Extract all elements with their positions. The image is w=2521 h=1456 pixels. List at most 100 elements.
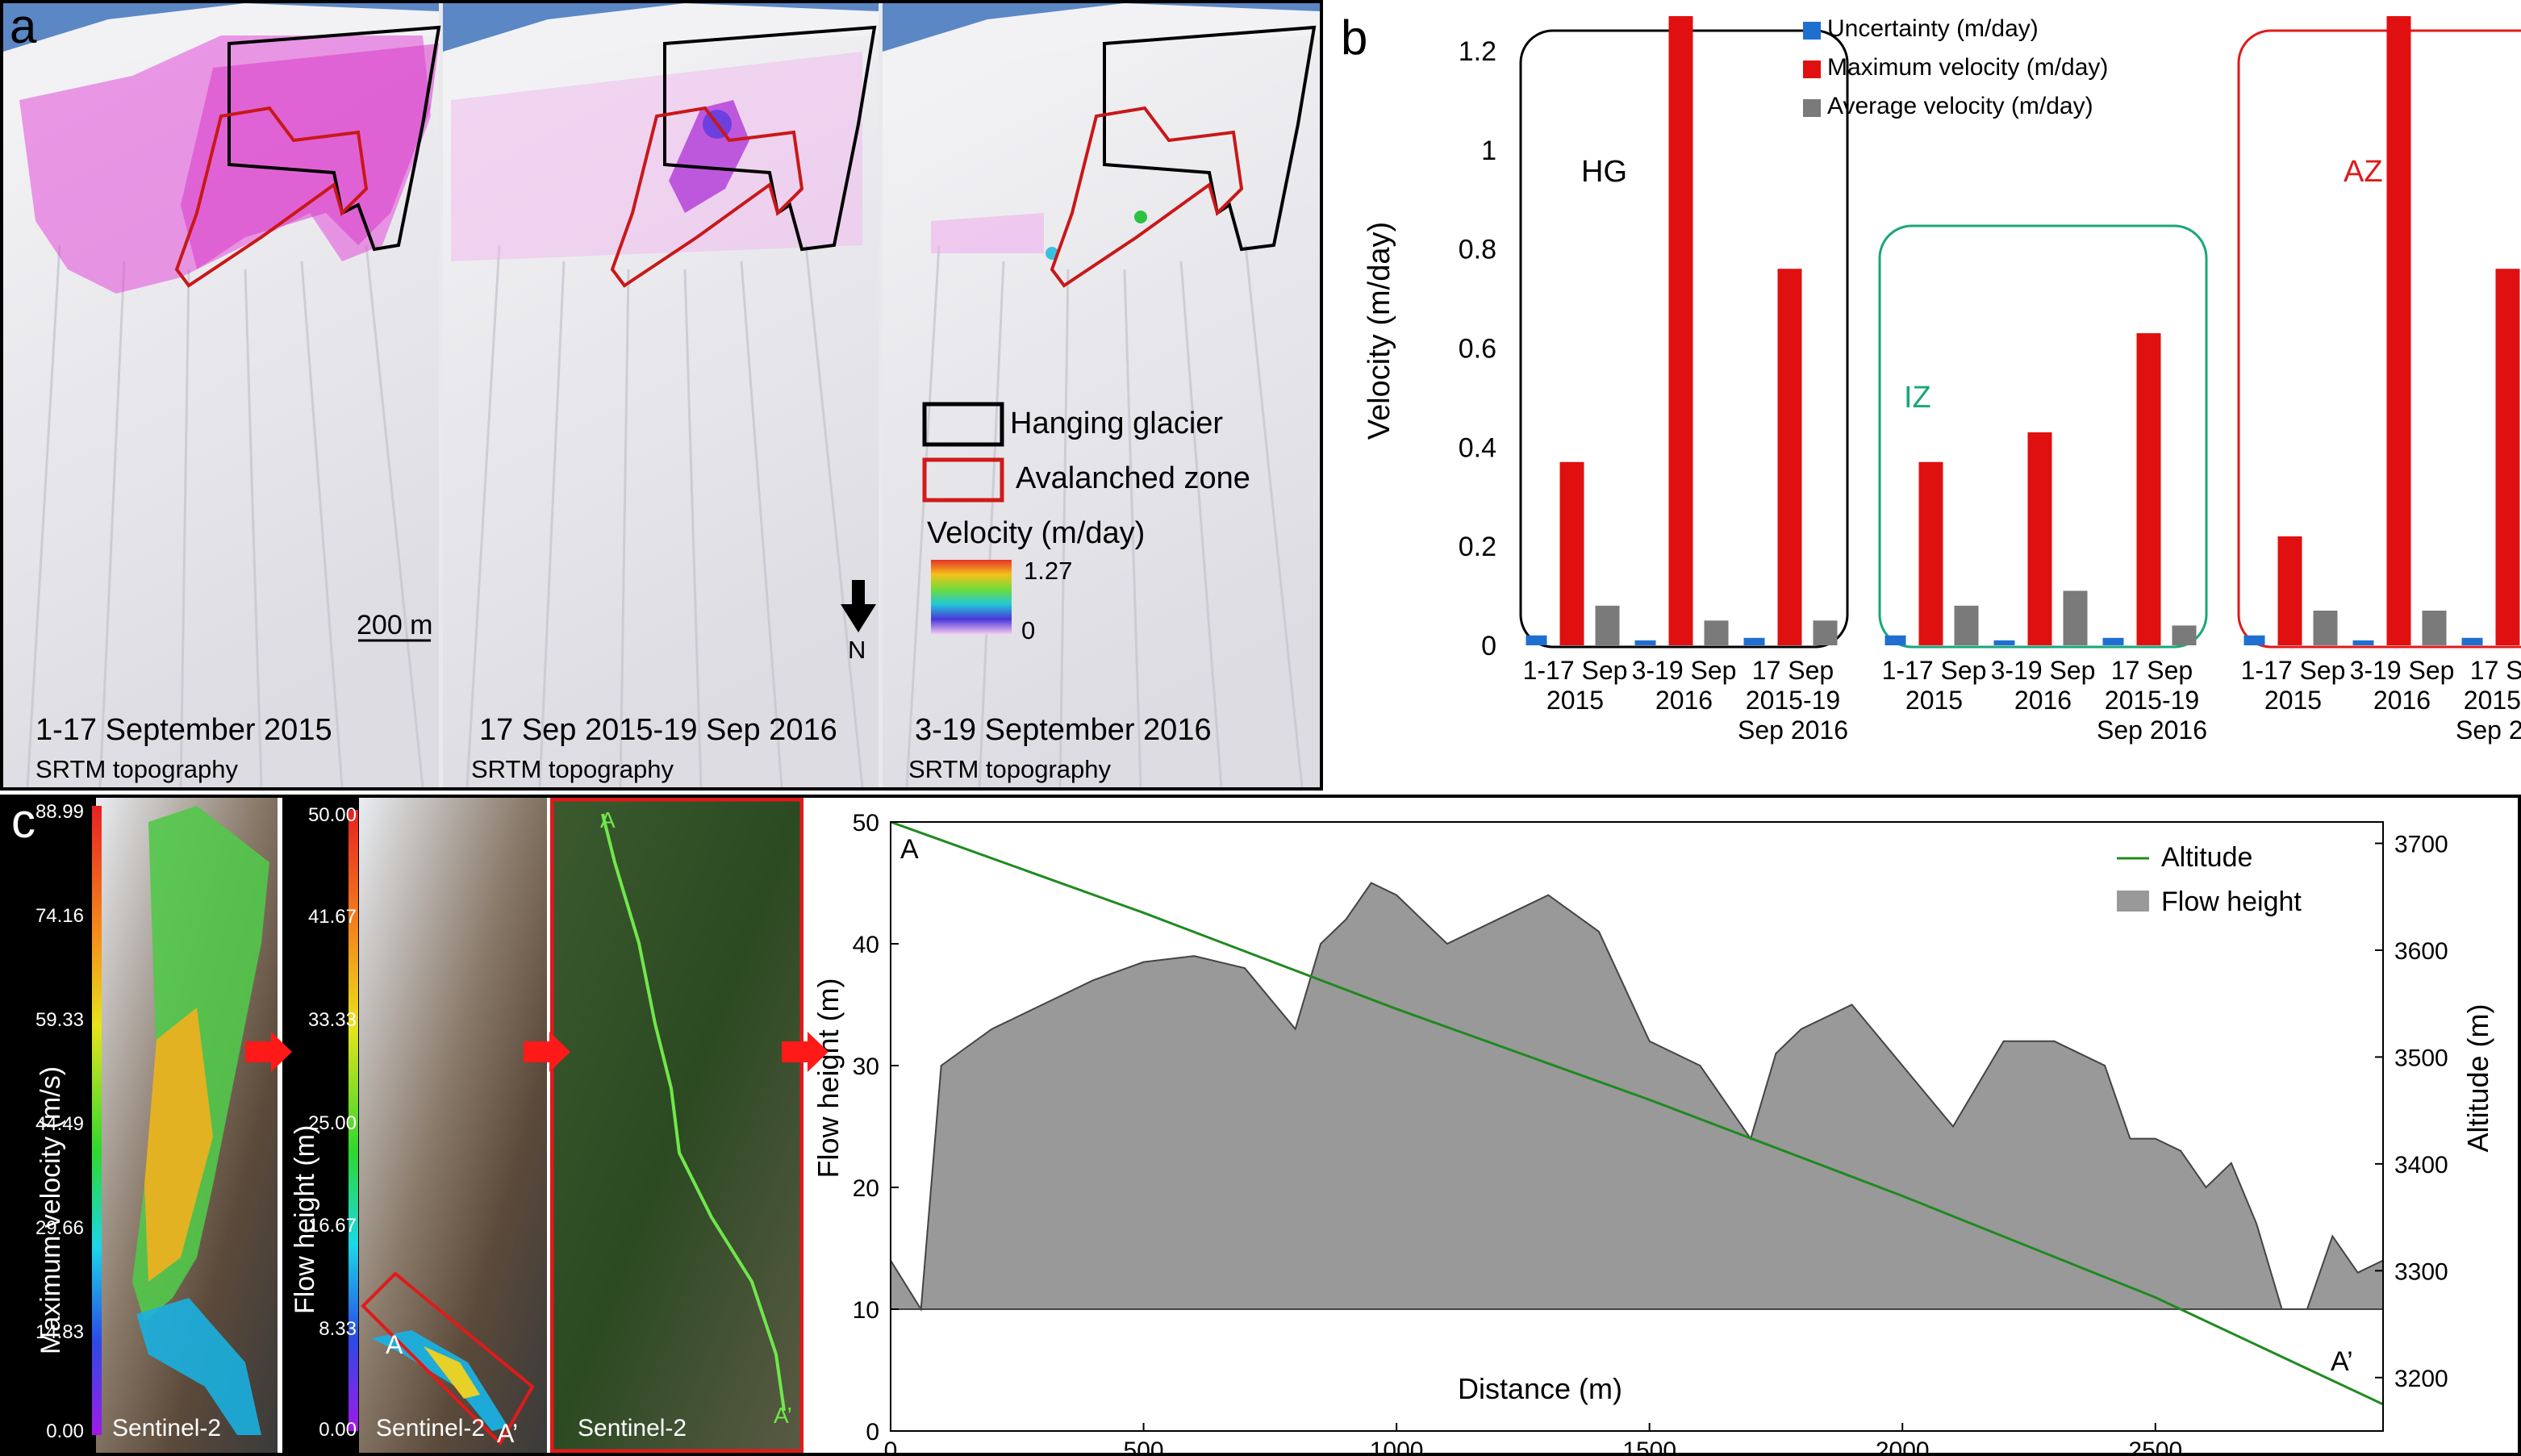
bar-avgvel bbox=[1813, 620, 1838, 645]
bar-uncertainty bbox=[2102, 637, 2124, 645]
bar-uncertainty bbox=[1526, 635, 1547, 645]
bar-avgvel bbox=[1704, 620, 1729, 645]
bar-xtick-label: 1-17 Sep bbox=[1523, 656, 1628, 685]
height-tick-4: 16.67 bbox=[307, 1215, 357, 1237]
vel-tick-0: 88.99 bbox=[35, 801, 84, 823]
bar-avgvel bbox=[1595, 605, 1620, 645]
profile-xtick-label: 1000 bbox=[1370, 1437, 1424, 1453]
outline-layer bbox=[174, 25, 1317, 642]
bar-uncertainty bbox=[1743, 637, 1765, 645]
profile-y2tick-label: 3500 bbox=[2394, 1045, 2448, 1071]
legend-hg-swatch bbox=[922, 402, 1004, 447]
group-label-iz: IZ bbox=[1904, 381, 1931, 415]
profile-ytick-label: 20 bbox=[853, 1175, 879, 1202]
profile-xlabel: Distance (m) bbox=[1458, 1372, 1622, 1405]
arrow-right-icon bbox=[524, 1032, 570, 1072]
marker-a2-map: A’ bbox=[497, 1419, 519, 1448]
bar-avgvel bbox=[2313, 611, 2338, 645]
bar-maxvel bbox=[1668, 16, 1693, 645]
bar-ytick-label: 0.2 bbox=[1459, 532, 1496, 562]
bar-xtick-label: 2015 bbox=[1546, 686, 1604, 715]
bar-xtick-label: 2015-19 bbox=[2105, 686, 2199, 715]
legend-flow-label: Flow height bbox=[2161, 887, 2302, 917]
bar-uncertainty bbox=[1884, 635, 1906, 645]
velocity-bar-chart: 0 0.2 0.4 0.6 0.8 1 1.2 Velocity (m/day) HG IZ AZ… bbox=[1363, 15, 2521, 745]
bar-xtick-label: 2016 bbox=[2373, 686, 2431, 715]
profile-ytick-label: 40 bbox=[853, 932, 879, 958]
velocity-legend-title: Velocity (m/day) bbox=[927, 516, 1146, 550]
bar-xtick-label: 1-17 Sep bbox=[1882, 656, 1987, 685]
bar-xtick-label: 17 Sep bbox=[2111, 656, 2193, 685]
profile-xtick-label: 1500 bbox=[1622, 1437, 1676, 1453]
map-topo-3: SRTM topography bbox=[908, 755, 1111, 783]
bar-uncertainty bbox=[2352, 640, 2374, 645]
scale-label: 200 m bbox=[357, 610, 433, 640]
legend-label: Average velocity (m/day) bbox=[1827, 93, 2093, 119]
hanging-glacier-outline-2 bbox=[663, 25, 877, 252]
sentinel-image bbox=[550, 798, 803, 1453]
bar-xtick-label: 1-17 Sep bbox=[2241, 656, 2346, 685]
panel-c: 0 500 1000 1500 2000 2500 0 10 20 30 40 50 3200 3300 3… bbox=[0, 794, 2521, 1456]
profile-ytick-label: 10 bbox=[853, 1297, 879, 1324]
bar-xtick-label: 2015 bbox=[2264, 686, 2322, 715]
bar-avgvel bbox=[2172, 625, 2197, 645]
bar-ytick-label: 0 bbox=[1481, 631, 1496, 661]
bar-maxvel bbox=[1559, 461, 1584, 645]
bar-xtick-label: 2016 bbox=[1655, 686, 1713, 715]
legend-altitude-label: Altitude bbox=[2161, 842, 2252, 873]
legend-flow-swatch bbox=[2117, 891, 2149, 912]
profile-end-label: A’ bbox=[2331, 1346, 2353, 1377]
legend-swatch bbox=[1803, 60, 1821, 78]
bar-maxvel bbox=[2386, 16, 2411, 645]
bar-uncertainty bbox=[2243, 635, 2265, 645]
marker-a2-sentinel: A’ bbox=[774, 1403, 792, 1428]
map-2016 bbox=[883, 3, 1320, 787]
panel-letter-a: a bbox=[10, 0, 37, 53]
height-tick-3: 25.00 bbox=[307, 1112, 357, 1134]
bar-xtick-label: 3-19 Sep bbox=[2350, 656, 2455, 685]
profile-y2tick-label: 3400 bbox=[2394, 1152, 2448, 1179]
profile-y2tick-label: 3600 bbox=[2394, 938, 2448, 965]
sentinel-label-3: Sentinel-2 bbox=[578, 1415, 687, 1441]
bar-xtick-label: 2015-19 bbox=[2464, 686, 2521, 715]
profile-y2label: Altitude (m) bbox=[2461, 1003, 2494, 1152]
bar-ytick-label: 0.8 bbox=[1459, 235, 1496, 265]
profile-ylabel: Flow height (m) bbox=[812, 978, 845, 1178]
profile-y2tick-label: 3700 bbox=[2394, 831, 2448, 857]
profile-xtick-label: 2000 bbox=[1876, 1437, 1930, 1453]
velocity-colorbar bbox=[931, 560, 1012, 634]
vel-tick-2: 59.33 bbox=[35, 1009, 84, 1031]
panel-b: 0 0.2 0.4 0.6 0.8 1 1.2 Velocity (m/day) HG IZ AZ… bbox=[1331, 0, 2521, 791]
profile-y2tick-label: 3300 bbox=[2394, 1258, 2448, 1285]
bar-uncertainty bbox=[1634, 640, 1656, 645]
profile-start-label: A bbox=[900, 834, 919, 865]
vel-tick-4: 29.66 bbox=[35, 1217, 84, 1239]
arrow-right-icon bbox=[782, 1032, 829, 1072]
north-label: N bbox=[848, 636, 866, 664]
legend-swatch bbox=[1803, 99, 1821, 117]
vel-tick-5: 14.83 bbox=[35, 1321, 84, 1343]
bar-ytick-label: 0.6 bbox=[1459, 333, 1496, 364]
velocity-max-label: 1.27 bbox=[1024, 557, 1073, 585]
legend-az-swatch bbox=[922, 457, 1004, 503]
bar-ytick-label: 1 bbox=[1481, 136, 1496, 166]
map-topo-1: SRTM topography bbox=[35, 755, 238, 783]
profile-ytick-label: 0 bbox=[866, 1419, 879, 1446]
velocity-min-label: 0 bbox=[1021, 616, 1036, 645]
bar-avgvel bbox=[2063, 590, 2088, 645]
bar-xtick-label: 2016 bbox=[2014, 686, 2072, 715]
bar-maxvel bbox=[2495, 269, 2520, 645]
group-label-hg: HG bbox=[1581, 155, 1627, 189]
profile-chart: 0 500 1000 1500 2000 2500 0 10 20 30 40 50 3200 3300 3… bbox=[812, 810, 2494, 1453]
panel-a: a 1-17 September 2015 SRTM topography 17… bbox=[0, 0, 1323, 791]
bar-xtick-label: Sep 2016 bbox=[2097, 715, 2207, 745]
avalanched-zone-outline-3 bbox=[1050, 106, 1244, 288]
bar-maxvel bbox=[2136, 333, 2161, 645]
profile-ytick-label: 50 bbox=[853, 810, 879, 836]
profile-xtick-label: 500 bbox=[1124, 1437, 1164, 1453]
legend-hg-label: Hanging glacier bbox=[1010, 407, 1224, 440]
sentinel-label-2: Sentinel-2 bbox=[376, 1415, 486, 1441]
bar-avgvel bbox=[1954, 605, 1979, 645]
profile-frame bbox=[890, 821, 2384, 1432]
marker-a-sentinel: A bbox=[600, 807, 616, 832]
